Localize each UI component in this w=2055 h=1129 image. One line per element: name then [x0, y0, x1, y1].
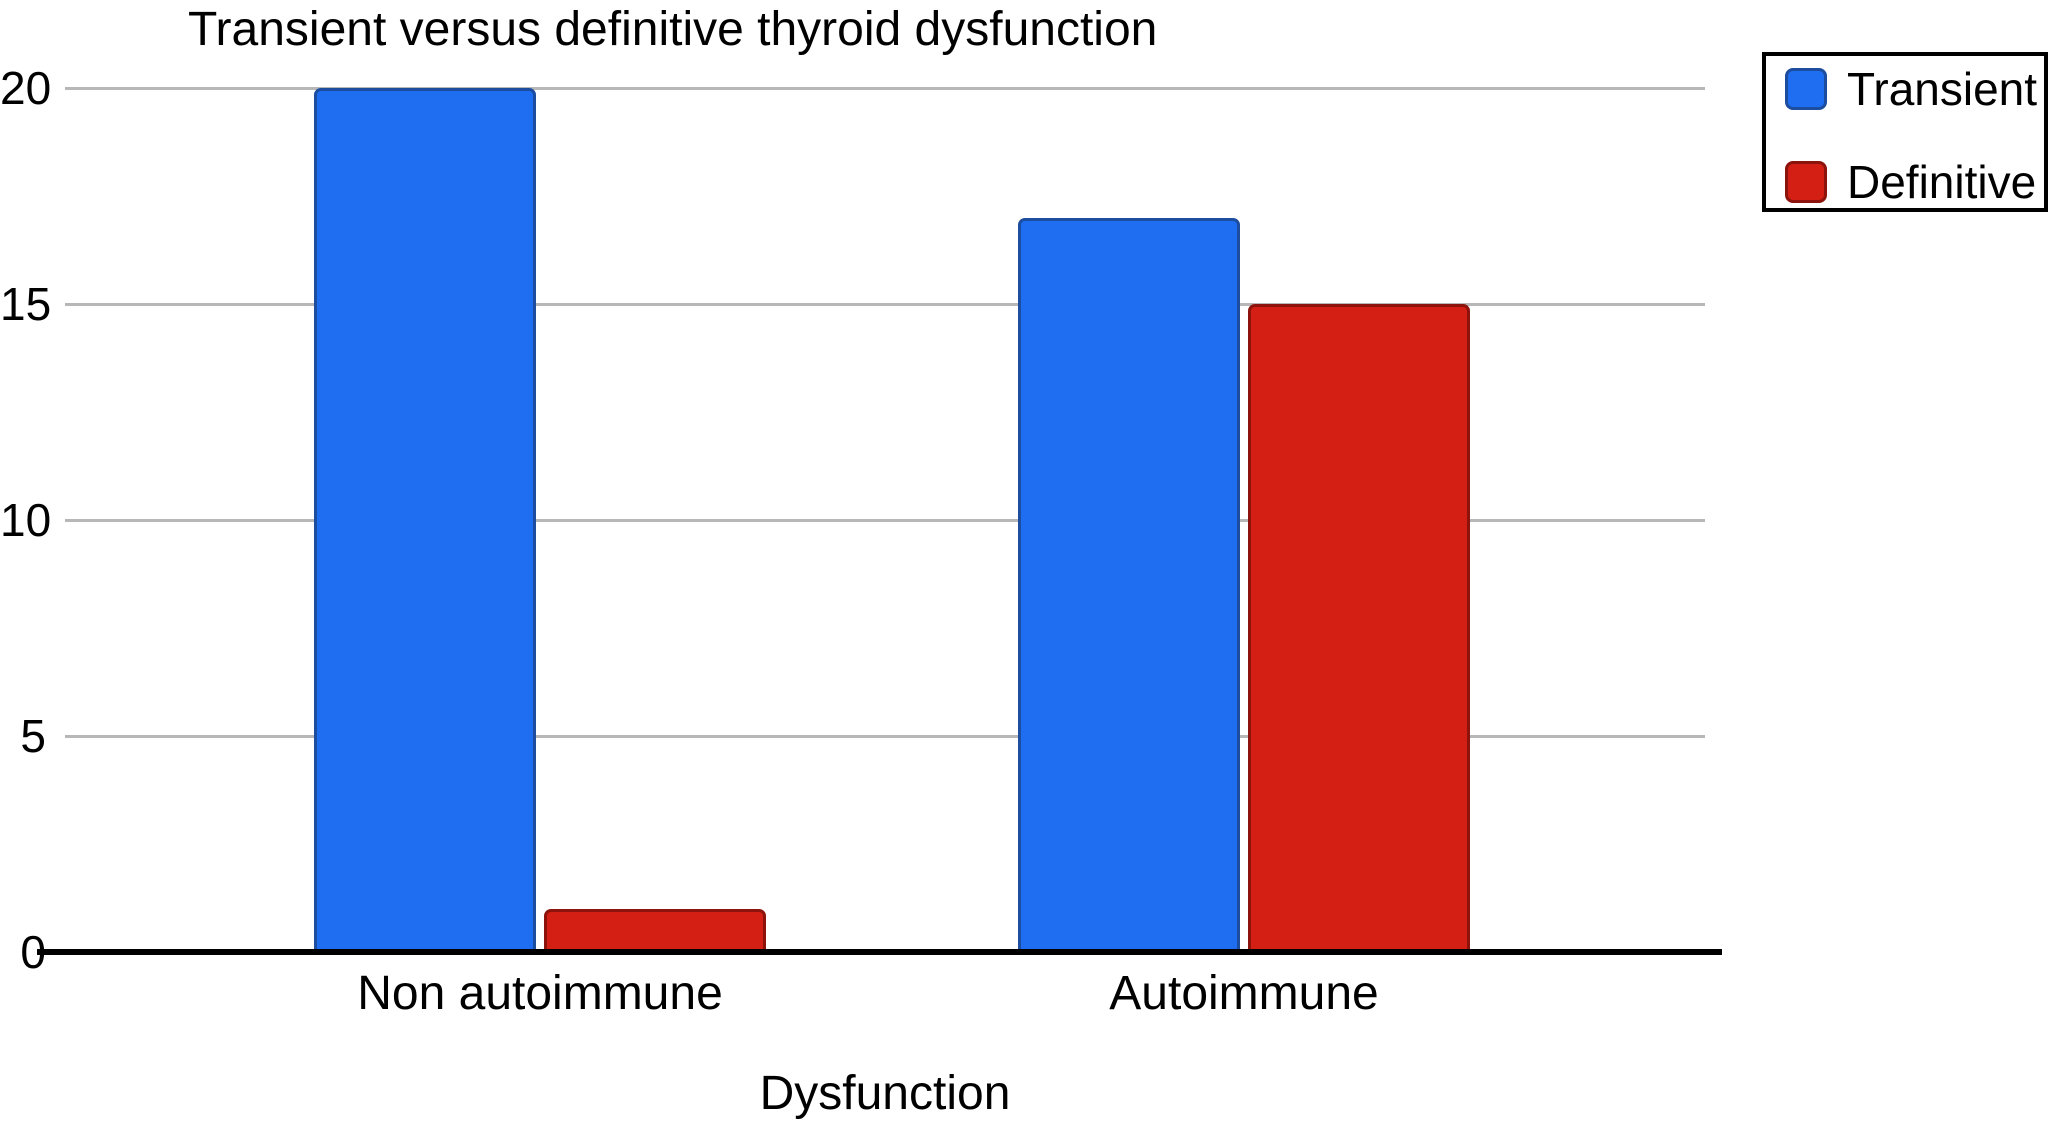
gridline — [65, 519, 1705, 522]
gridline — [65, 87, 1705, 90]
y-tick-label: 5 — [20, 710, 46, 762]
bar-transient-autoimmune — [1018, 217, 1240, 952]
legend-swatch-definitive — [1785, 161, 1827, 203]
x-axis-line — [37, 949, 1722, 955]
legend-label: Transient — [1847, 63, 2038, 115]
bar-transient-non-autoimmune — [314, 88, 536, 952]
bar-definitive-non-autoimmune — [544, 908, 766, 952]
y-tick-label: 10 — [0, 494, 52, 546]
legend-label: Definitive — [1847, 156, 2037, 208]
gridline — [65, 303, 1705, 306]
y-tick-label: 15 — [0, 278, 52, 330]
y-tick-label: 20 — [0, 62, 52, 114]
x-category-label-non-autoimmune: Non autoimmune — [357, 967, 723, 1020]
legend: Transient Definitive — [1762, 52, 2048, 212]
legend-swatch-transient — [1785, 68, 1827, 110]
gridline — [65, 735, 1705, 738]
chart-title: Transient versus definitive thyroid dysf… — [188, 3, 1158, 56]
bar-definitive-autoimmune — [1248, 304, 1470, 952]
legend-item-transient: Transient — [1785, 66, 2044, 112]
x-axis-title: Dysfunction — [759, 1067, 1011, 1120]
x-category-label-autoimmune: Autoimmune — [1109, 967, 1379, 1020]
legend-item-definitive: Definitive — [1785, 159, 2044, 205]
